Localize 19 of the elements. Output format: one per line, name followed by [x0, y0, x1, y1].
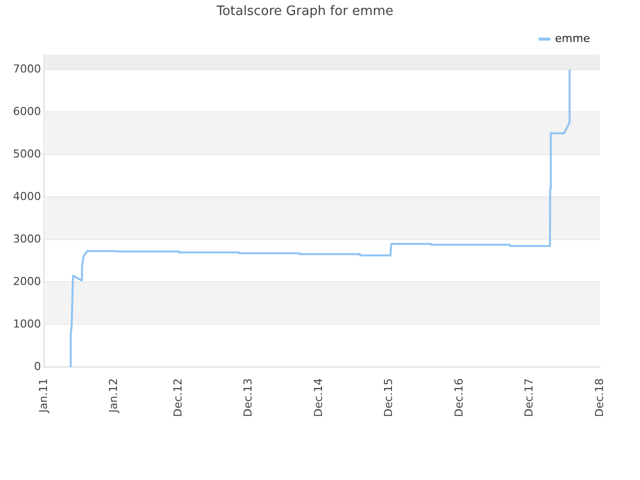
chart-title: Totalscore Graph for emme — [216, 4, 394, 20]
y-tick-label: 5000 — [12, 147, 41, 160]
x-tick-label: Dec.16 — [452, 378, 466, 417]
x-tick-label: Dec.13 — [242, 378, 255, 417]
x-tick-label: Dec.18 — [592, 378, 606, 417]
x-tick-label: Dec.12 — [171, 378, 184, 417]
x-tick-label: Dec.17 — [522, 378, 536, 417]
legend-label: emme — [555, 32, 590, 45]
x-tick-label: Jan.11 — [36, 378, 50, 414]
x-tick-label: Jan.12 — [107, 378, 120, 414]
y-tick-label: 2000 — [12, 275, 41, 288]
y-tick-label: 0 — [34, 360, 41, 374]
y-tick-label: 4000 — [12, 190, 41, 203]
x-tick-label: Dec.15 — [382, 378, 396, 417]
y-tick-label: 7000 — [12, 62, 41, 76]
x-tick-label: Dec.14 — [312, 378, 325, 417]
y-tick-label: 6000 — [12, 104, 41, 118]
y-tick-label: 1000 — [12, 318, 41, 331]
y-tick-label: 3000 — [12, 232, 41, 246]
